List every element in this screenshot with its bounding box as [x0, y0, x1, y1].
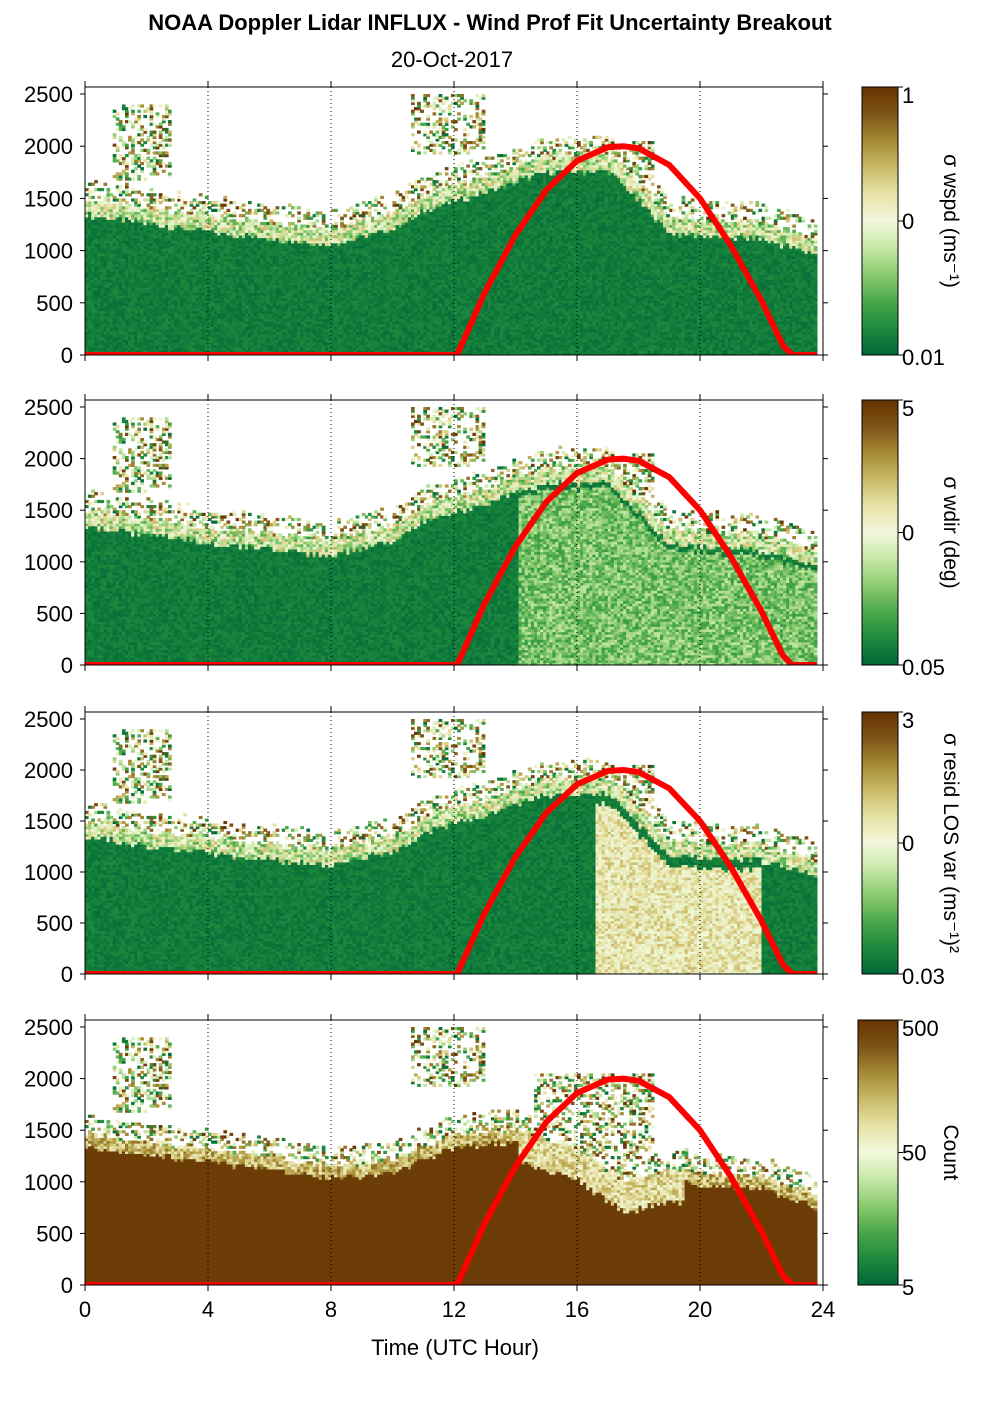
heatmap-cell — [279, 222, 283, 225]
heatmap-cell — [119, 185, 123, 188]
heatmap-cell — [168, 131, 172, 134]
figure: NOAA Doppler Lidar INFLUX - Wind Prof Fi… — [0, 0, 981, 1412]
heatmap-cell — [168, 172, 172, 175]
heatmap-cell — [165, 151, 169, 154]
heatmap-cell — [316, 219, 320, 222]
heatmap-cell — [122, 125, 126, 128]
heatmap-cell — [91, 196, 95, 199]
heatmap-cell — [174, 204, 178, 207]
heatmap-cell — [233, 211, 237, 214]
heatmap-cell — [113, 133, 117, 136]
heatmap-cell — [137, 175, 141, 178]
heatmap-cell — [140, 167, 144, 170]
heatmap-cell — [137, 115, 141, 118]
heatmap-cell — [107, 188, 111, 191]
heatmap-cell — [125, 144, 129, 147]
heatmap-cell — [276, 206, 280, 209]
heatmap-cell — [153, 131, 157, 134]
heatmap-cell — [162, 170, 166, 173]
heatmap-cell — [297, 211, 301, 214]
heatmap-cells — [85, 94, 818, 356]
heatmap-cell — [100, 188, 104, 191]
heatmap-cell — [156, 172, 160, 175]
heatmap-cell — [248, 201, 252, 204]
heatmap-cell — [97, 196, 101, 199]
heatmap-cell — [156, 112, 160, 115]
heatmap-cell — [233, 201, 237, 204]
heatmap-cell — [306, 209, 310, 212]
heatmap-cell — [171, 198, 175, 201]
heatmap-cell — [205, 196, 209, 199]
heatmap-cell — [297, 206, 301, 209]
heatmap-cell — [168, 162, 172, 165]
heatmap-cell — [94, 180, 98, 183]
heatmap-cell — [140, 104, 144, 107]
heatmap-cell — [147, 149, 151, 152]
heatmap-cell — [116, 146, 120, 149]
heatmap-cell — [168, 120, 172, 123]
heatmap-cell — [168, 110, 172, 113]
heatmap-cell — [116, 112, 120, 115]
heatmap-cell — [153, 104, 157, 107]
heatmap-cell — [143, 115, 147, 118]
heatmap-cell — [165, 104, 169, 107]
heatmap-cell — [168, 206, 172, 209]
heatmap-cell — [119, 136, 123, 139]
heatmap-cell — [125, 172, 129, 175]
heatmap-cell — [227, 209, 231, 212]
figure-date: 20-Oct-2017 — [391, 47, 513, 72]
heatmap-cell — [282, 206, 286, 209]
heatmap-cell — [168, 138, 172, 141]
heatmap-cell — [125, 183, 129, 186]
heatmap-cell — [153, 193, 157, 196]
heatmap-cell — [104, 183, 108, 186]
heatmap-cell — [137, 110, 141, 113]
heatmap-cell — [143, 178, 147, 181]
heatmap-cell — [177, 191, 181, 194]
heatmap-cell — [150, 188, 154, 191]
heatmap-cell — [131, 104, 135, 107]
heatmap-cell — [159, 104, 163, 107]
heatmap-cell — [199, 193, 203, 196]
heatmap-cell — [276, 211, 280, 214]
heatmap-cell — [125, 162, 129, 165]
figure-title: NOAA Doppler Lidar INFLUX - Wind Prof Fi… — [148, 10, 832, 35]
heatmap-cell — [297, 217, 301, 220]
heatmap-cell — [131, 110, 135, 113]
heatmap-cell — [223, 196, 227, 199]
heatmap-cell — [119, 120, 123, 123]
heatmap-cell — [113, 154, 117, 157]
heatmap-cell — [242, 204, 246, 207]
heatmap-cell — [143, 128, 147, 131]
heatmap-cell — [291, 214, 295, 217]
heatmap-cell — [183, 201, 187, 204]
heatmap-cell — [140, 193, 144, 196]
heatmap-cell — [131, 178, 135, 181]
heatmap-cell — [137, 201, 141, 204]
